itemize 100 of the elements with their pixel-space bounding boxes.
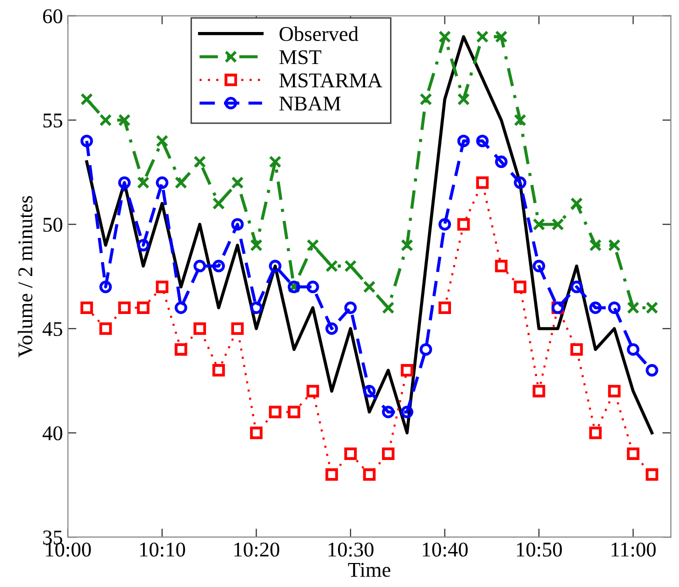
point [156,280,168,294]
point [325,322,338,335]
legend-label: MST [279,50,322,64]
point [231,176,244,189]
point [420,93,432,106]
point [382,302,394,314]
point [363,384,376,398]
point [400,238,414,252]
point [174,343,188,356]
point [344,302,357,314]
point [400,406,414,418]
point [626,302,640,314]
x-axis-title: Time [348,562,390,577]
point [174,302,188,314]
point [570,197,583,210]
point [99,280,112,294]
legend-label: NBAM [279,96,341,110]
point [514,280,526,294]
point [589,238,602,252]
y-axis-title: Volume / 2 minutes [18,196,33,358]
point [136,176,150,189]
x-tick-label: 10:00 [46,542,91,557]
y-tick-label: 50 [43,218,62,232]
point [268,406,282,418]
point [363,468,376,481]
point [212,260,225,272]
point [382,406,394,418]
point [136,302,150,314]
point [268,260,282,272]
point [514,114,526,126]
point [231,218,244,231]
point [344,260,357,272]
point [325,468,338,481]
point [80,93,93,106]
point [608,302,621,314]
y-tick-label: 35 [43,530,62,545]
x-tick-label: 11:00 [612,542,656,557]
legend-label: MSTARMA [279,73,382,88]
point [156,176,168,189]
point [514,176,526,189]
x-tick-label: 10:10 [140,542,186,557]
point [156,134,168,148]
x-tick-label: 10:40 [422,542,468,557]
point [589,426,602,440]
point [306,384,320,398]
point [174,176,188,189]
point [118,114,131,126]
point [532,218,546,231]
point [646,468,658,481]
point [136,238,150,252]
point [626,447,640,460]
point [476,134,489,148]
y-tick-label: 45 [42,322,62,336]
point [363,280,376,294]
point [306,238,320,252]
point [212,364,225,377]
point [344,447,357,460]
point [646,364,658,377]
point [212,197,225,210]
point [438,30,452,43]
point [118,302,131,314]
point [99,322,112,335]
point [80,302,93,314]
point [532,260,546,272]
point [495,260,508,272]
point [457,93,470,106]
point [495,156,508,168]
point [552,218,564,231]
point [382,447,394,460]
point [268,156,282,168]
x-tick-label: 10:30 [328,542,374,557]
point [608,384,621,398]
point [438,302,452,314]
point [306,280,320,294]
point [250,426,263,440]
point [532,384,546,398]
point [194,156,206,168]
legend-label: Observed [280,26,358,42]
point [288,406,300,418]
point [118,176,131,189]
y-tick-label: 40 [42,426,62,440]
point [194,260,206,272]
point [250,302,263,314]
y-tick-label: 55 [43,114,62,128]
point [194,322,206,335]
point [438,218,452,231]
point [570,280,583,294]
point [476,176,489,189]
point [608,238,621,252]
point [99,114,112,126]
point [457,218,470,231]
point [250,238,263,252]
point [626,343,640,356]
point [325,260,338,272]
x-tick-label: 10:20 [234,542,280,557]
point [420,343,432,356]
y-tick-label: 60 [43,9,62,24]
point [231,322,244,335]
point [495,30,508,43]
point [589,302,602,314]
